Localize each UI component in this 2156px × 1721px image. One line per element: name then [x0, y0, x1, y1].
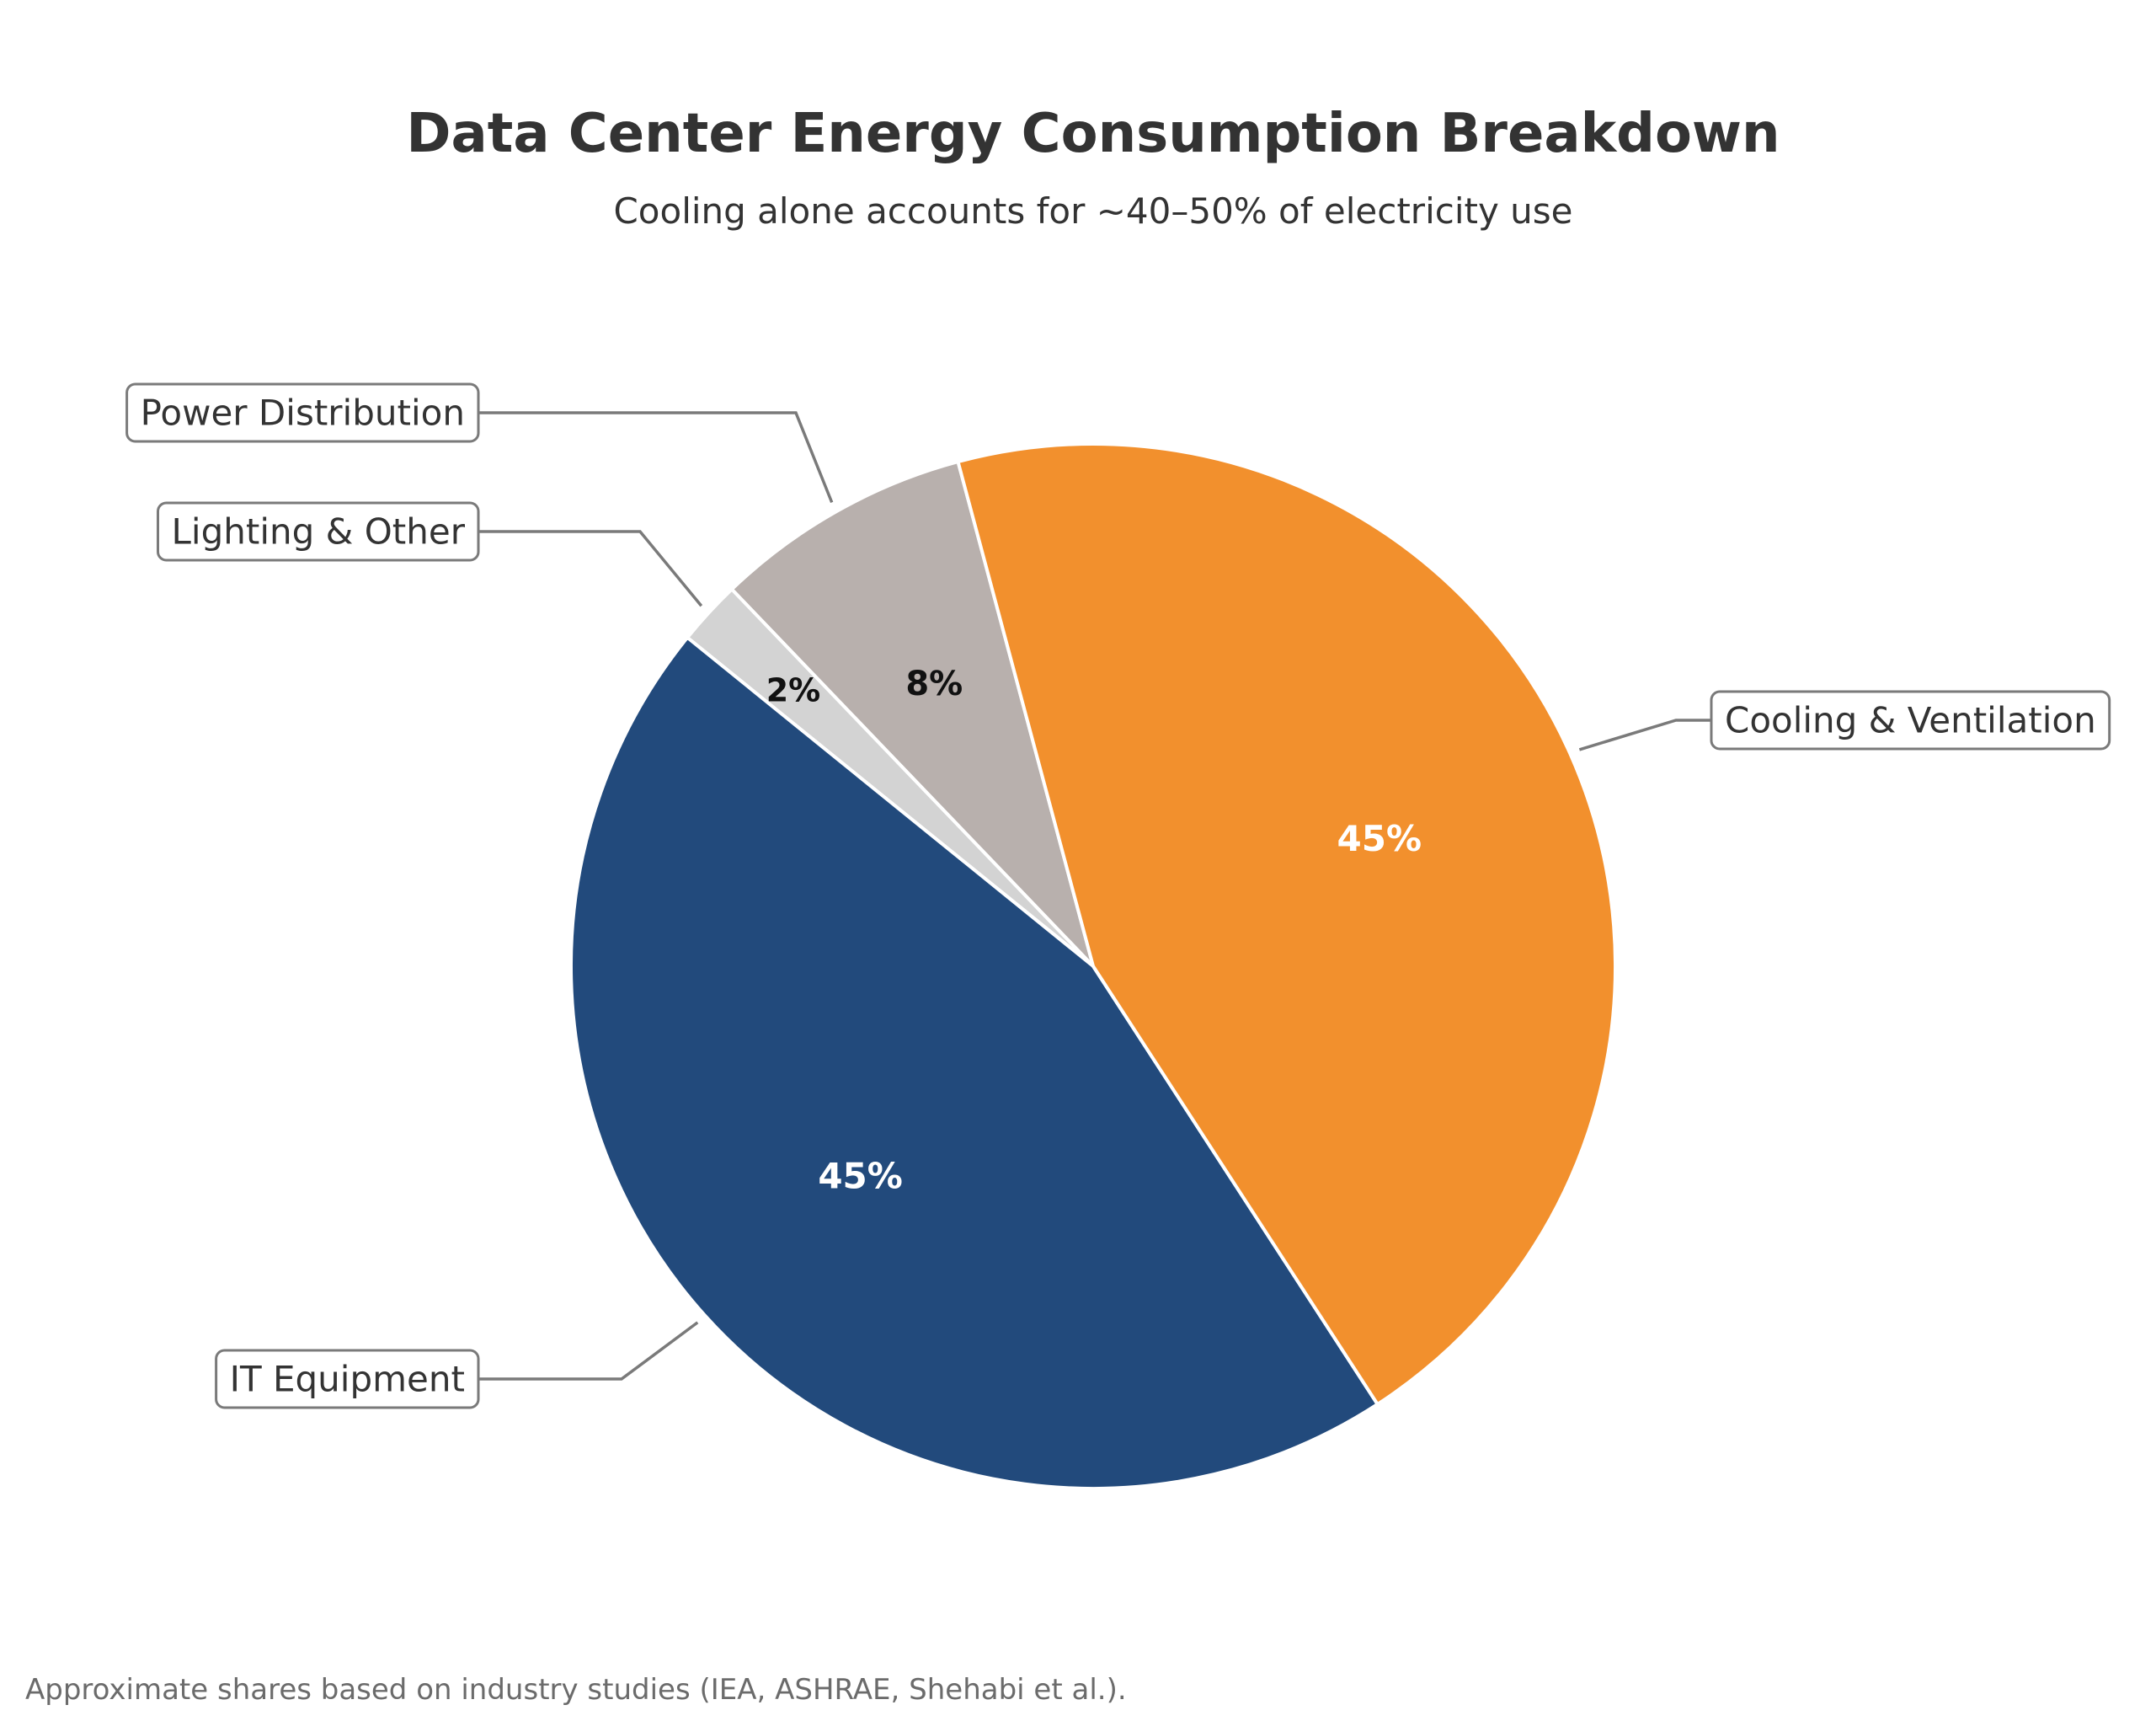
pct-label-lighting-other: 2% [766, 672, 821, 709]
pct-label-it-equipment: 45% [818, 1155, 903, 1196]
leader-line-it-equipment [478, 1321, 699, 1381]
callout-box-cooling-ventilation [1710, 690, 2111, 751]
callout-label-cooling-ventilation: Cooling & Ventilation [1725, 700, 2096, 741]
pie-slice-power-distribution [729, 460, 1095, 968]
callout-box-it-equipment [215, 1349, 480, 1409]
leader-line-cooling-ventilation [1578, 719, 1711, 751]
leader-line-power-distribution [478, 411, 834, 504]
chart-title: Data Center Energy Consumption Breakdown [406, 103, 1780, 165]
pie-slices [569, 442, 1618, 1490]
callout-label-it-equipment: IT Equipment [230, 1359, 465, 1400]
pie-callouts: Power Distribution Lighting & Other IT Equ… [125, 382, 2111, 1409]
callout-box-lighting-other [157, 501, 480, 562]
chart-subtitle: Cooling alone accounts for ~40–50% of el… [613, 190, 1572, 232]
leader-line-lighting-other [478, 530, 703, 607]
pie-slice-it-equipment [569, 635, 1380, 1490]
callout-box-power-distribution [125, 382, 480, 443]
pie-slice-cooling-ventilation [956, 442, 1618, 1406]
callout-label-lighting-other: Lighting & Other [172, 511, 466, 553]
callout-label-power-distribution: Power Distribution [141, 393, 465, 434]
pie-percent-labels: 8% 2% 45% 45% [766, 665, 1422, 1196]
pct-label-cooling-ventilation: 45% [1337, 818, 1422, 859]
chart-footnote: Approximate shares based on industry stu… [25, 1673, 1127, 1707]
pct-label-power-distribution: 8% [905, 665, 963, 703]
